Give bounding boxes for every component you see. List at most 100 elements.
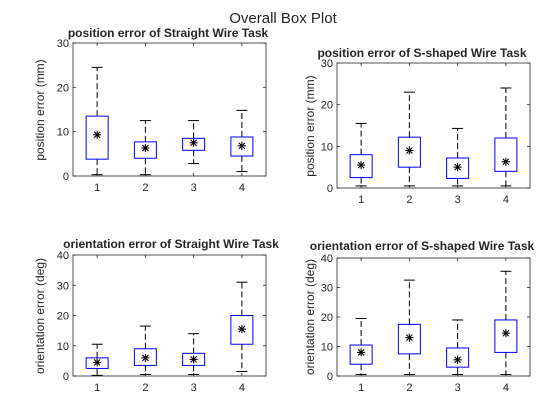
box-2 [133, 325, 157, 375]
mean-marker [189, 138, 198, 147]
mean-marker [453, 355, 462, 364]
y-tick-label: 0 [327, 183, 333, 195]
mean-marker-d2 [405, 147, 413, 154]
mean-marker [189, 355, 198, 364]
y-axis-label: orientation error (deg) [33, 258, 47, 374]
y-tick-label: 0 [327, 371, 333, 383]
box-iqr [494, 319, 518, 353]
y-axis-label: orientation error (deg) [303, 259, 317, 375]
panels: position error of Straight Wire Task posi… [33, 26, 535, 394]
mean-marker [93, 130, 102, 139]
x-tick-label: 3 [455, 194, 461, 206]
y-tick-label: 20 [321, 100, 333, 112]
y-tick-label: 20 [57, 311, 69, 323]
panel-title: position error of S-shaped Wire Task [317, 46, 526, 60]
mean-marker-d2 [190, 355, 198, 363]
mean-marker [405, 333, 414, 342]
box-3 [182, 120, 206, 165]
chart-panel: position error of Straight Wire Task posi… [33, 26, 269, 194]
chart-panel: orientation error of S-shaped Wire Task o… [303, 239, 535, 394]
y-tick-label: 40 [321, 253, 333, 265]
x-tick-label: 4 [503, 194, 509, 206]
mean-marker-d2 [93, 358, 101, 366]
box-iqr [85, 115, 109, 160]
y-tick-label: 0 [63, 371, 69, 383]
mean-marker [453, 163, 462, 172]
axes-frame [336, 257, 531, 377]
box-iqr [230, 315, 254, 345]
mean-marker-d2 [357, 349, 365, 356]
box-iqr [85, 357, 109, 369]
panel-title: position error of Straight Wire Task [68, 26, 269, 40]
mean-marker-d2 [454, 356, 462, 364]
mean-marker [405, 146, 414, 155]
x-tick-label: 4 [503, 382, 509, 394]
box-iqr [349, 154, 373, 179]
box-iqr [494, 137, 518, 172]
chart-panel: position error of S-shaped Wire Task posi… [303, 46, 531, 206]
box-iqr [182, 137, 206, 151]
box-4 [494, 270, 518, 376]
axes-frame [336, 62, 531, 189]
mean-marker-d2 [405, 334, 413, 342]
y-tick-label: 40 [57, 250, 69, 262]
mean-marker-d2 [93, 131, 101, 139]
box-iqr [133, 348, 157, 366]
x-tick-label: 3 [191, 182, 197, 194]
box-iqr [133, 141, 157, 159]
mean-marker-d2 [502, 158, 510, 166]
mean-marker [501, 329, 510, 338]
x-tick-label: 2 [406, 194, 412, 206]
mean-marker [357, 348, 366, 357]
mean-marker [237, 325, 246, 334]
x-tick-label: 4 [239, 182, 245, 194]
x-tick-label: 2 [142, 382, 148, 394]
x-tick-label: 3 [191, 382, 197, 394]
x-tick-label: 1 [94, 382, 100, 394]
x-tick-label: 2 [406, 382, 412, 394]
x-tick-label: 1 [358, 194, 364, 206]
box-2 [397, 279, 421, 376]
mean-marker-d2 [141, 144, 149, 152]
mean-marker-d2 [141, 354, 149, 362]
x-tick-label: 4 [239, 382, 245, 394]
x-tick-label: 2 [142, 182, 148, 194]
box-4 [230, 281, 254, 372]
y-tick-label: 20 [57, 82, 69, 94]
y-tick-label: 30 [321, 283, 333, 295]
box-iqr [182, 352, 206, 366]
box-3 [446, 319, 470, 376]
box-4 [494, 87, 518, 187]
box-1 [349, 317, 373, 376]
chart-panel: orientation error of Straight Wire Task o… [33, 237, 279, 394]
x-tick-label: 1 [358, 382, 364, 394]
box-iqr [446, 157, 470, 179]
mean-marker-d2 [238, 325, 246, 333]
mean-marker [357, 161, 366, 170]
box-3 [446, 127, 470, 187]
y-tick-label: 30 [321, 58, 333, 70]
box-1 [85, 343, 109, 376]
y-tick-label: 10 [321, 342, 333, 354]
mean-marker [93, 358, 102, 367]
box-iqr [349, 344, 373, 365]
x-tick-label: 3 [455, 382, 461, 394]
mean-marker [237, 141, 246, 150]
box-4 [230, 109, 254, 173]
box-iqr [397, 136, 421, 168]
y-tick-label: 30 [57, 38, 69, 50]
mean-marker-d2 [502, 329, 510, 337]
panel-title: orientation error of Straight Wire Task [63, 237, 279, 251]
mean-marker-d2 [190, 139, 198, 147]
y-tick-label: 10 [57, 127, 69, 139]
y-tick-label: 20 [321, 312, 333, 324]
panel-title: orientation error of S-shaped Wire Task [310, 239, 535, 253]
box-2 [397, 91, 421, 187]
mean-marker-d2 [357, 161, 365, 169]
y-tick-label: 30 [57, 280, 69, 292]
box-iqr [397, 323, 421, 355]
y-tick-label: 10 [321, 141, 333, 153]
axes-frame [72, 42, 267, 177]
box-3 [182, 333, 206, 375]
